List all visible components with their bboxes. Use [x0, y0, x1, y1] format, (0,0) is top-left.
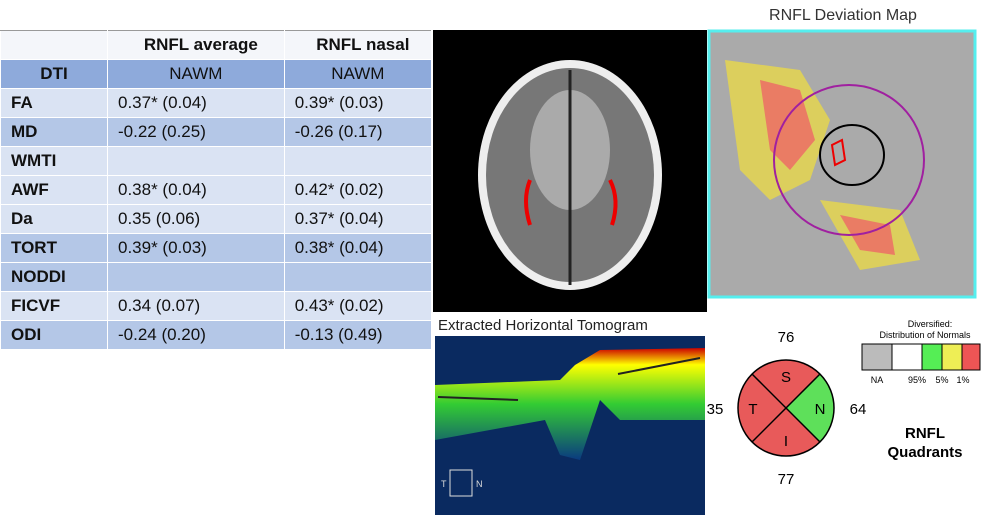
table-row: ODI -0.24 (0.20) -0.13 (0.49) — [0, 320, 433, 350]
quadrant-value: 76 — [778, 329, 795, 346]
row-label: Da — [0, 204, 108, 234]
tomogram-right: N — [476, 479, 483, 489]
table-cell: 0.42* (0.02) — [283, 175, 433, 205]
header-cell: RNFL nasal — [283, 30, 433, 60]
row-label: TORT — [0, 233, 108, 263]
table-cell — [283, 146, 433, 176]
table-row: FA 0.37* (0.04) 0.39* (0.03) — [0, 88, 433, 118]
legend-title: Diversified: — [908, 319, 953, 329]
table-cell: -0.13 (0.49) — [283, 320, 433, 350]
quadrant-letter: S — [781, 369, 791, 386]
table-cell: -0.24 (0.20) — [107, 320, 285, 350]
quadrant-letter: I — [784, 433, 788, 450]
table-cell: 0.37* (0.04) — [283, 204, 433, 234]
row-label: ODI — [0, 320, 108, 350]
legend-label: 5% — [935, 375, 948, 385]
table-row: MD -0.22 (0.25) -0.26 (0.17) — [0, 117, 433, 147]
tomogram-title: Extracted Horizontal Tomogram — [438, 317, 648, 334]
tomogram: T N — [435, 336, 705, 515]
quadrant-value: 64 — [850, 401, 867, 418]
legend-title: Distribution of Normals — [879, 330, 971, 340]
quadrant-letter: N — [815, 401, 826, 418]
table-row: AWF 0.38* (0.04) 0.42* (0.02) — [0, 175, 433, 205]
table-row: FICVF 0.34 (0.07) 0.43* (0.02) — [0, 291, 433, 321]
tomogram-left: T — [441, 479, 447, 489]
table-row: DTI NAWM NAWM — [0, 59, 433, 89]
table-cell: 0.35 (0.06) — [107, 204, 285, 234]
legend-label: 1% — [956, 375, 969, 385]
results-table: RNFL average RNFL nasal DTI NAWM NAWM FA 0.37*… — [0, 30, 433, 350]
table-cell — [107, 262, 285, 292]
header-cell — [0, 30, 108, 60]
table-cell: 0.38* (0.04) — [283, 233, 433, 263]
table-cell: -0.22 (0.25) — [107, 117, 285, 147]
quadrant-value: 77 — [778, 471, 795, 488]
brain-image — [433, 30, 707, 312]
row-label: DTI — [0, 59, 108, 89]
row-label: FA — [0, 88, 108, 118]
quadrant-caption: Quadrants — [887, 444, 962, 461]
quadrant-letter: T — [748, 401, 757, 418]
legend-label: NA — [871, 375, 884, 385]
quadrant-chart: S N I T 76 64 77 35 RNFL Quadrants — [707, 329, 963, 488]
row-label: AWF — [0, 175, 108, 205]
map-title: RNFL Deviation Map — [769, 7, 917, 24]
table-cell: 0.34 (0.07) — [107, 291, 285, 321]
table-cell: 0.39* (0.03) — [283, 88, 433, 118]
table-row: TORT 0.39* (0.03) 0.38* (0.04) — [0, 233, 433, 263]
table-row: NODDI — [0, 262, 433, 292]
quadrant-value: 35 — [707, 401, 724, 418]
table-cell: 0.39* (0.03) — [107, 233, 285, 263]
deviation-map — [707, 29, 977, 299]
table-row: WMTI — [0, 146, 433, 176]
legend: Diversified: Distribution of Normals NA … — [861, 319, 981, 385]
quadrant-caption: RNFL — [905, 425, 945, 442]
table-cell: NAWM — [107, 59, 285, 89]
table-row: Da 0.35 (0.06) 0.37* (0.04) — [0, 204, 433, 234]
legend-label: 95% — [908, 375, 926, 385]
